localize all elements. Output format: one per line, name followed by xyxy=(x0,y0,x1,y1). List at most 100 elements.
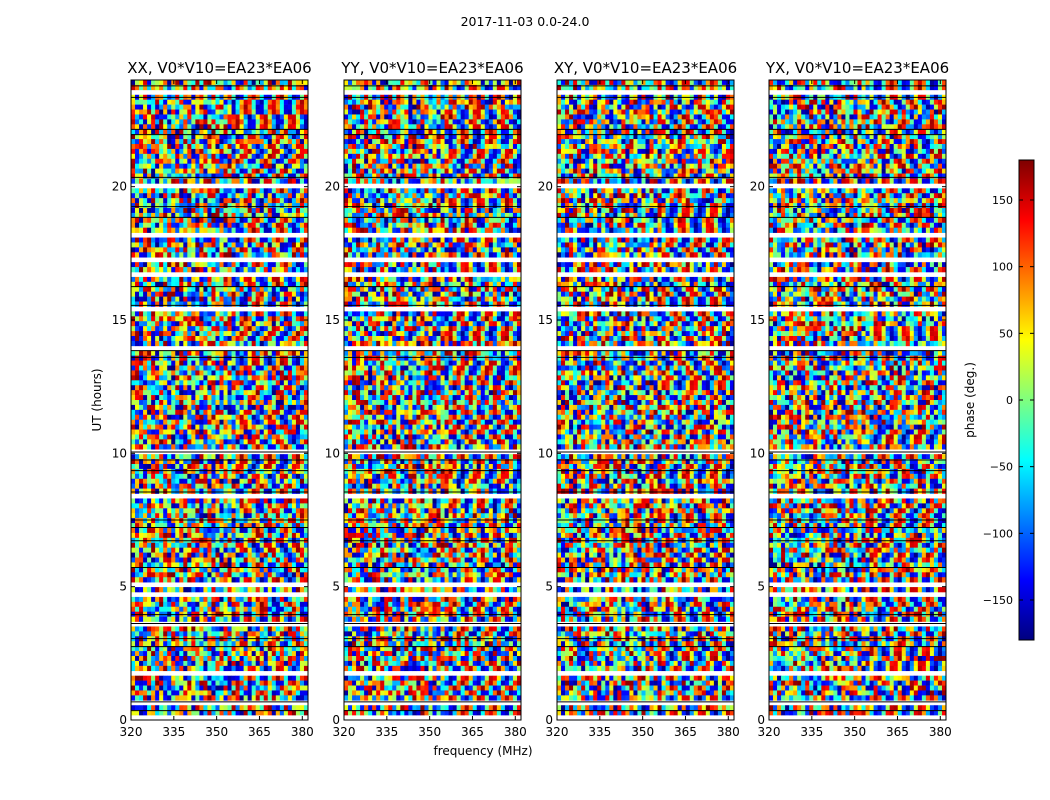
heatmap-cell xyxy=(167,212,172,219)
heatmap-cell xyxy=(287,596,293,603)
heatmap-cell xyxy=(175,468,180,475)
heatmap-cell xyxy=(291,139,297,145)
heatmap-cell xyxy=(203,340,208,347)
heatmap-cell xyxy=(259,350,265,356)
heatmap-cell xyxy=(223,291,228,297)
heatmap-cell xyxy=(199,454,204,460)
heatmap-cell xyxy=(247,567,252,573)
heatmap-cell xyxy=(239,596,244,603)
heatmap-cell xyxy=(191,227,196,233)
heatmap-cell xyxy=(219,513,224,519)
heatmap-cell xyxy=(143,134,148,140)
heatmap-cell xyxy=(231,286,236,292)
heatmap-cell xyxy=(287,158,293,164)
heatmap-cell xyxy=(183,124,188,130)
heatmap-cell xyxy=(147,424,152,430)
heatmap-cell xyxy=(303,375,309,381)
heatmap-cell xyxy=(231,188,236,194)
heatmap-cell xyxy=(203,409,208,416)
heatmap-cell xyxy=(143,173,148,179)
heatmap-cell xyxy=(183,547,188,553)
heatmap-cell xyxy=(247,375,252,381)
heatmap-cell xyxy=(183,587,188,593)
heatmap-cell xyxy=(135,178,140,184)
heatmap-cell xyxy=(283,252,289,258)
heatmap-cell xyxy=(219,153,224,160)
heatmap-cell xyxy=(163,193,168,199)
heatmap-cell xyxy=(263,680,269,686)
heatmap-cell xyxy=(151,129,156,135)
heatmap-cell xyxy=(171,281,176,288)
heatmap-cell xyxy=(267,434,273,440)
heatmap-cell xyxy=(259,222,265,228)
heatmap-cell xyxy=(143,355,148,361)
heatmap-cell xyxy=(167,439,172,445)
heatmap-cell xyxy=(263,464,269,470)
heatmap-cell xyxy=(159,84,164,91)
heatmap-cell xyxy=(191,695,196,701)
heatmap-cell xyxy=(199,385,204,391)
heatmap-cell xyxy=(159,631,164,637)
heatmap-cell xyxy=(147,646,152,652)
heatmap-cell xyxy=(151,148,156,155)
heatmap-cell xyxy=(171,690,176,696)
heatmap-cell xyxy=(195,80,200,86)
heatmap-cell xyxy=(191,321,196,327)
heatmap-cell xyxy=(211,680,216,686)
heatmap-cell xyxy=(239,429,244,435)
heatmap-cell xyxy=(235,547,240,553)
heatmap-cell xyxy=(243,365,248,371)
heatmap-cell xyxy=(135,547,140,553)
heatmap-cell xyxy=(195,572,200,578)
heatmap-cell xyxy=(167,109,172,115)
heatmap-cell xyxy=(135,488,140,494)
heatmap-cell xyxy=(223,626,228,632)
heatmap-cell xyxy=(135,276,140,283)
heatmap-cell xyxy=(227,459,232,465)
heatmap-cell xyxy=(179,252,184,258)
heatmap-cell xyxy=(303,124,309,130)
heatmap-cell xyxy=(167,286,172,292)
heatmap-cell xyxy=(231,552,236,558)
heatmap-cell xyxy=(295,247,301,253)
heatmap-cell xyxy=(191,109,196,115)
heatmap-cell xyxy=(227,690,232,696)
heatmap-cell xyxy=(267,84,273,91)
heatmap-cell xyxy=(255,557,261,563)
heatmap-cell xyxy=(151,483,156,489)
heatmap-cell xyxy=(143,675,148,681)
heatmap-cell xyxy=(183,109,188,115)
heatmap-cell xyxy=(179,478,184,484)
heatmap-cell xyxy=(239,158,244,164)
heatmap-cell xyxy=(195,84,200,91)
heatmap-cell xyxy=(287,316,293,322)
heatmap-cell xyxy=(187,641,192,647)
heatmap-cell xyxy=(187,488,192,494)
heatmap-cell xyxy=(163,567,168,573)
heatmap-cell xyxy=(303,203,309,209)
heatmap-cell xyxy=(267,291,273,297)
heatmap-cell xyxy=(291,262,297,268)
heatmap-cell xyxy=(255,665,261,672)
heatmap-cell xyxy=(155,404,160,411)
heatmap-cell xyxy=(155,675,160,681)
heatmap-cell xyxy=(151,414,156,420)
heatmap-cell xyxy=(183,331,188,337)
heatmap-cell xyxy=(219,400,224,406)
heatmap-cell xyxy=(271,326,277,332)
heatmap-cell xyxy=(207,173,212,179)
heatmap-cell xyxy=(191,562,196,568)
heatmap-cell xyxy=(259,124,265,130)
heatmap-cell xyxy=(295,464,301,470)
heatmap-cell xyxy=(203,276,208,283)
heatmap-cell xyxy=(215,459,220,465)
heatmap-cell xyxy=(199,503,204,509)
heatmap-cell xyxy=(167,503,172,509)
heatmap-cell xyxy=(187,153,192,160)
heatmap-cell xyxy=(259,488,265,494)
heatmap-cell xyxy=(167,528,172,534)
heatmap-cell xyxy=(139,365,144,371)
heatmap-cell xyxy=(155,148,160,155)
heatmap-cell xyxy=(239,237,244,243)
heatmap-cell xyxy=(291,503,297,509)
